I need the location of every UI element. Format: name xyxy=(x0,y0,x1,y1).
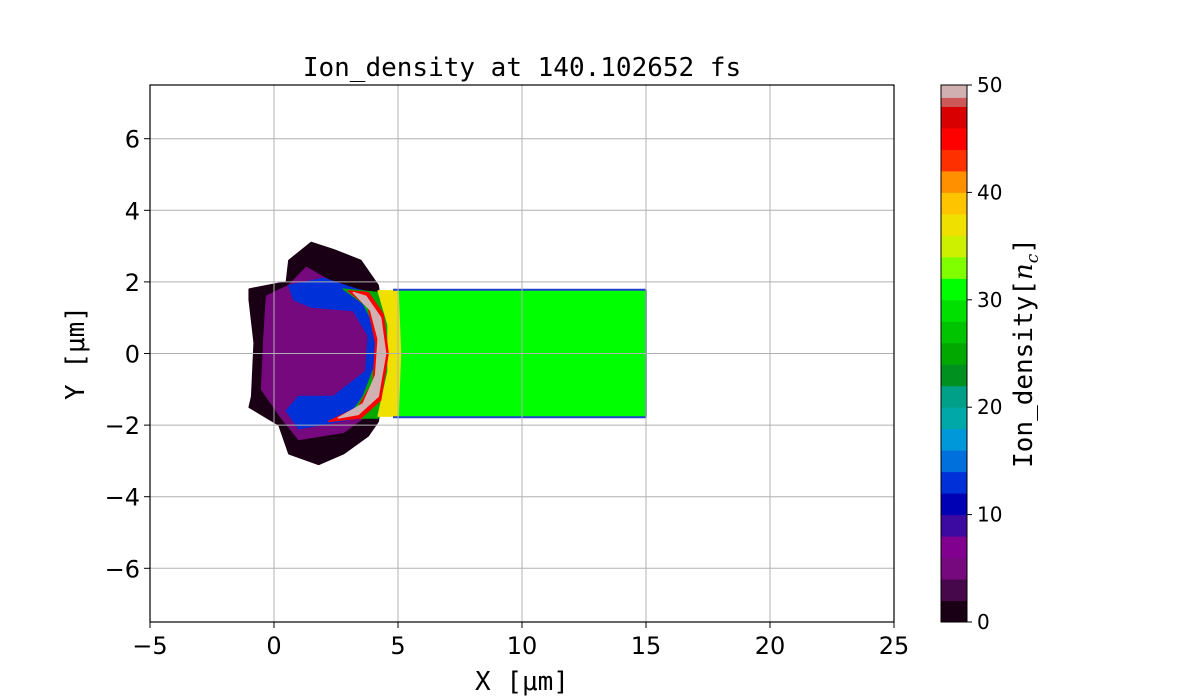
x-tick-label: 5 xyxy=(390,632,405,660)
y-axis-ticks: −6 −4 −2 0 2 4 6 xyxy=(105,126,150,583)
colorbar-label-sub: c xyxy=(1023,253,1043,263)
y-axis-label: Y [μm] xyxy=(61,306,91,400)
colorbar-level-top xyxy=(941,85,967,98)
colorbar-level xyxy=(941,256,967,279)
x-tick-label: 15 xyxy=(631,632,662,660)
colorbar-frame xyxy=(940,84,968,623)
colorbar-tick-label: 10 xyxy=(977,503,1002,527)
y-tick-label: 6 xyxy=(125,126,140,154)
colorbar-level xyxy=(941,278,967,301)
colorbar-level xyxy=(941,600,967,623)
colorbar-level xyxy=(941,342,967,365)
colorbar-label-main: Ion_density[ xyxy=(1009,280,1039,468)
colorbar-level xyxy=(941,127,967,150)
colorbar-tick-label: 20 xyxy=(977,395,1002,419)
colorbar-level xyxy=(941,579,967,602)
x-axis-label: X [μm] xyxy=(475,667,569,697)
colorbar xyxy=(940,84,968,623)
colorbar-tick-label: 0 xyxy=(977,610,990,634)
colorbar-level xyxy=(941,407,967,430)
y-tick-label: 4 xyxy=(125,197,140,225)
x-axis-ticks: −5 0 5 10 15 20 25 xyxy=(132,622,909,660)
colorbar-level xyxy=(941,299,967,322)
colorbar-level xyxy=(941,385,967,408)
colorbar-level xyxy=(941,557,967,580)
x-tick-label: 10 xyxy=(507,632,538,660)
y-tick-label: −4 xyxy=(105,484,140,512)
x-tick-label: 25 xyxy=(879,632,910,660)
colorbar-tick-label: 40 xyxy=(977,180,1002,204)
colorbar-label: Ion_density[nc] xyxy=(1009,238,1043,468)
colorbar-level xyxy=(941,493,967,516)
x-tick-label: 20 xyxy=(755,632,786,660)
colorbar-level xyxy=(941,149,967,172)
y-tick-label: −6 xyxy=(105,555,140,583)
y-tick-label: 0 xyxy=(125,341,140,369)
x-tick-label: 0 xyxy=(266,632,281,660)
chart-title: Ion_density at 140.102652 fs xyxy=(303,53,741,83)
colorbar-level xyxy=(941,471,967,494)
colorbar-ticks: 0 10 20 30 40 50 xyxy=(967,73,1002,634)
colorbar-level xyxy=(941,514,967,537)
colorbar-level xyxy=(941,428,967,451)
colorbar-level xyxy=(941,450,967,473)
colorbar-level xyxy=(941,170,967,193)
colorbar-label-sym: n xyxy=(1009,263,1039,280)
colorbar-level xyxy=(941,536,967,559)
colorbar-level xyxy=(941,192,967,215)
x-tick-label: −5 xyxy=(132,632,167,660)
y-tick-label: −2 xyxy=(105,412,140,440)
colorbar-level xyxy=(941,213,967,236)
colorbar-level xyxy=(941,235,967,258)
colorbar-label-end: ] xyxy=(1009,238,1039,254)
colorbar-level xyxy=(941,321,967,344)
colorbar-tick-label: 30 xyxy=(977,288,1002,312)
colorbar-level xyxy=(941,106,967,129)
region-shock-front-peak xyxy=(337,291,387,419)
colorbar-tick-label: 50 xyxy=(977,73,1002,97)
colorbar-level xyxy=(941,364,967,387)
grid-lines xyxy=(149,85,895,622)
y-tick-label: 2 xyxy=(125,269,140,297)
